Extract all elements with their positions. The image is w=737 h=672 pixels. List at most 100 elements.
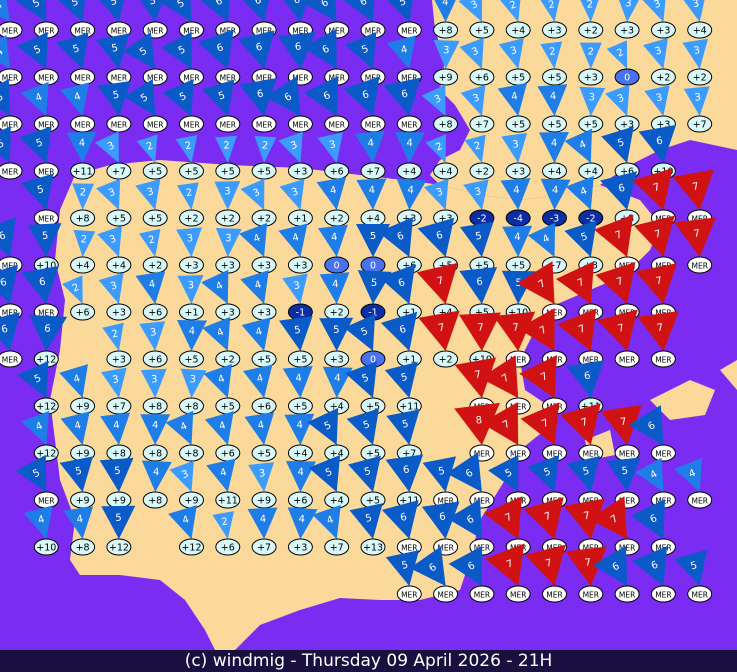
station-temperature: MER (183, 27, 199, 36)
station-label-badge (106, 256, 132, 274)
wind-arrow-icon: 5 (308, 455, 341, 492)
station-label-badge (0, 21, 23, 39)
wind-arrow-icon: 3 (214, 181, 241, 210)
wind-station: 6 MER (340, 0, 386, 39)
station-temperature: +3 (511, 167, 525, 178)
station-temperature: MER (183, 74, 199, 83)
wind-station: 4 +5 (244, 412, 277, 462)
wind-speed: 6 (402, 464, 410, 476)
wind-arrow-icon: 3 (278, 131, 303, 163)
station-label-badge (433, 21, 459, 39)
wind-arrow-icon: 5 (422, 456, 456, 492)
station-temperature: +3 (620, 120, 634, 131)
wind-arrow-icon: 4 (500, 178, 531, 210)
station-label-badge (142, 209, 168, 227)
station-temperature: +8 (148, 402, 162, 413)
wind-station: 5 MER (15, 454, 59, 509)
wind-arrow-icon: 2 (138, 228, 161, 257)
wind-station: 4 +3 (240, 270, 277, 321)
wind-speed: 5 (371, 278, 378, 289)
wind-arrow-icon: 3 (423, 178, 449, 210)
wind-speed: 7 (653, 229, 662, 241)
wind-speed: 3 (224, 186, 231, 197)
wind-arrow-icon: 6 (237, 30, 275, 69)
station-label-badge (287, 162, 313, 180)
wind-arrow-icon: 6 (421, 501, 460, 539)
wind-speed: 4 (73, 420, 82, 432)
wind-station: 5 MER (15, 0, 59, 39)
wind-speed: 5 (32, 44, 42, 57)
wind-speed: 4 (407, 185, 414, 196)
wind-speed: 7 (609, 513, 620, 526)
station-temperature: +7 (257, 543, 271, 554)
station-temperature: +11 (218, 496, 238, 507)
wind-station: 2 +2 (176, 182, 204, 227)
wind-speed: 4 (510, 91, 518, 103)
wind-arrow-icon: 4 (396, 178, 427, 210)
wind-arrow-icon: 3 (683, 86, 710, 116)
wind-arrow-icon: 7 (493, 311, 536, 351)
wind-speed: 7 (477, 322, 484, 333)
station-temperature: 0 (370, 261, 376, 272)
wind-station: 3 +5 (96, 178, 132, 227)
station-temperature: +2 (439, 355, 453, 366)
wind-arrow-icon: 4 (285, 460, 316, 492)
wind-speed: 3 (443, 45, 450, 56)
wind-station: 3 +6 (459, 37, 495, 86)
wind-speed: 6 (398, 324, 407, 336)
wind-speed: 5 (324, 467, 334, 480)
wind-speed: 4 (34, 92, 44, 105)
wind-arrow-icon: 4 (635, 457, 664, 492)
wind-station: 7 MER (637, 311, 679, 368)
wind-speed: 3 (588, 92, 595, 103)
station-temperature: MER (401, 544, 417, 553)
wind-arrow-icon: 5 (566, 456, 600, 492)
wind-arrow-icon: 5 (15, 0, 47, 22)
wind-speed: 4 (79, 138, 86, 149)
station-temperature: MER (220, 74, 236, 83)
wind-speed: 7 (474, 369, 482, 381)
wind-speed: 5 (149, 0, 157, 7)
wind-arrow-icon: 6 (29, 314, 68, 351)
wind-speed: 3 (150, 327, 157, 339)
wind-speed: 2 (615, 47, 625, 60)
wind-speed: 3 (653, 0, 663, 11)
wind-arrow-icon: 6 (600, 171, 638, 210)
station-temperature: +4 (366, 214, 380, 225)
wind-arrow-icon: 6 (381, 500, 419, 539)
wind-arrow-icon: 5 (134, 0, 169, 22)
station-label-badge (287, 444, 313, 462)
station-temperature: MER (474, 450, 490, 459)
wind-arrow-icon: 6 (448, 546, 483, 586)
station-temperature: +2 (221, 214, 235, 225)
wind-speed: 2 (184, 140, 192, 152)
wind-speed: 6 (256, 89, 264, 101)
wind-arrow-icon: 7 (481, 402, 519, 445)
wind-speed: 5 (42, 231, 49, 242)
wind-station: 5 MER (674, 549, 713, 603)
wind-station: 5 MER (94, 0, 132, 39)
wind-speed: 4 (216, 327, 226, 340)
wind-speed: 4 (332, 279, 339, 290)
station-temperature: +5 (184, 355, 198, 366)
wind-arrow-icon: 5 (99, 457, 134, 492)
wind-speed: 4 (687, 468, 697, 481)
wind-arrow-icon: 2 (62, 275, 83, 304)
wind-station: 4 +10 (23, 505, 59, 556)
station-temperature: +5 (584, 120, 598, 131)
wind-speed: 4 (181, 514, 190, 526)
wind-arrow-icon: 3 (135, 179, 161, 210)
station-temperature: MER (220, 27, 236, 36)
station-label-badge (614, 21, 640, 39)
station-temperature: MER (2, 121, 18, 130)
station-temperature: +12 (36, 355, 56, 366)
wind-arrow-icon: 6 (0, 264, 18, 304)
station-label-badge (396, 162, 422, 180)
station-temperature: MER (510, 403, 526, 412)
wind-station: 4 +8 (165, 410, 204, 462)
wind-arrow-icon: 7 (416, 262, 458, 304)
station-temperature: MER (38, 121, 54, 130)
wind-speed: 5 (401, 419, 409, 431)
station-label-badge (251, 115, 277, 133)
